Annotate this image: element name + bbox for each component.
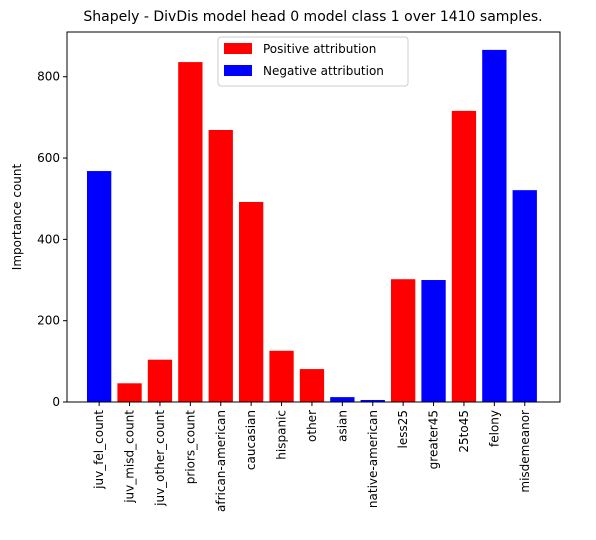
x-tick-label: other (305, 410, 319, 442)
bar-juv_fel_count (87, 171, 111, 402)
legend: Positive attribution Negative attribution (218, 37, 408, 86)
x-tick-label: african-american (214, 410, 228, 512)
x-tick-label: caucasian (244, 410, 258, 470)
x-tick-label: native-american (366, 410, 380, 508)
legend-swatch (224, 65, 252, 76)
bar-priors_count (178, 62, 202, 402)
x-tick-label: greater45 (427, 410, 441, 469)
bars-group (87, 50, 537, 402)
x-tick-label: asian (335, 410, 349, 442)
x-tick-label: misdemeanor (518, 410, 532, 493)
x-tick-label: priors_count (183, 410, 197, 485)
y-tick-label: 400 (37, 232, 60, 246)
y-tick-label: 0 (52, 395, 60, 409)
y-tick-label: 600 (37, 151, 60, 165)
bar-juv_other_count (148, 360, 172, 402)
bar-juv_misd_count (117, 383, 141, 402)
bar-25to45 (452, 111, 476, 402)
bar-african-american (209, 130, 233, 402)
bar-felony (482, 50, 506, 402)
legend-label: Positive attribution (263, 42, 376, 56)
legend-swatch (224, 43, 252, 54)
x-tick-label: juv_misd_count (123, 410, 137, 504)
chart-title: Shapely - DivDis model head 0 model clas… (83, 9, 542, 25)
bar-misdemeanor (513, 190, 537, 402)
x-tick-label: hispanic (275, 410, 289, 460)
y-axis-label: Importance count (10, 163, 24, 270)
y-tick-label: 800 (37, 70, 60, 84)
bar-greater45 (421, 280, 445, 402)
x-tick-label: juv_fel_count (92, 410, 106, 490)
bar-caucasian (239, 202, 263, 402)
x-axis: juv_fel_count juv_misd_count juv_other_cou… (92, 402, 532, 512)
bar-asian (330, 397, 354, 402)
y-axis: 0 200 400 600 800 (37, 70, 67, 409)
legend-label: Negative attribution (263, 64, 384, 78)
x-tick-label: juv_other_count (153, 410, 167, 507)
y-tick-label: 200 (37, 314, 60, 328)
bar-less25 (391, 279, 415, 402)
bar-hispanic (269, 351, 293, 402)
x-tick-label: less25 (396, 410, 410, 449)
x-tick-label: felony (487, 410, 501, 447)
bar-other (300, 369, 324, 402)
x-tick-label: 25to45 (457, 410, 471, 453)
